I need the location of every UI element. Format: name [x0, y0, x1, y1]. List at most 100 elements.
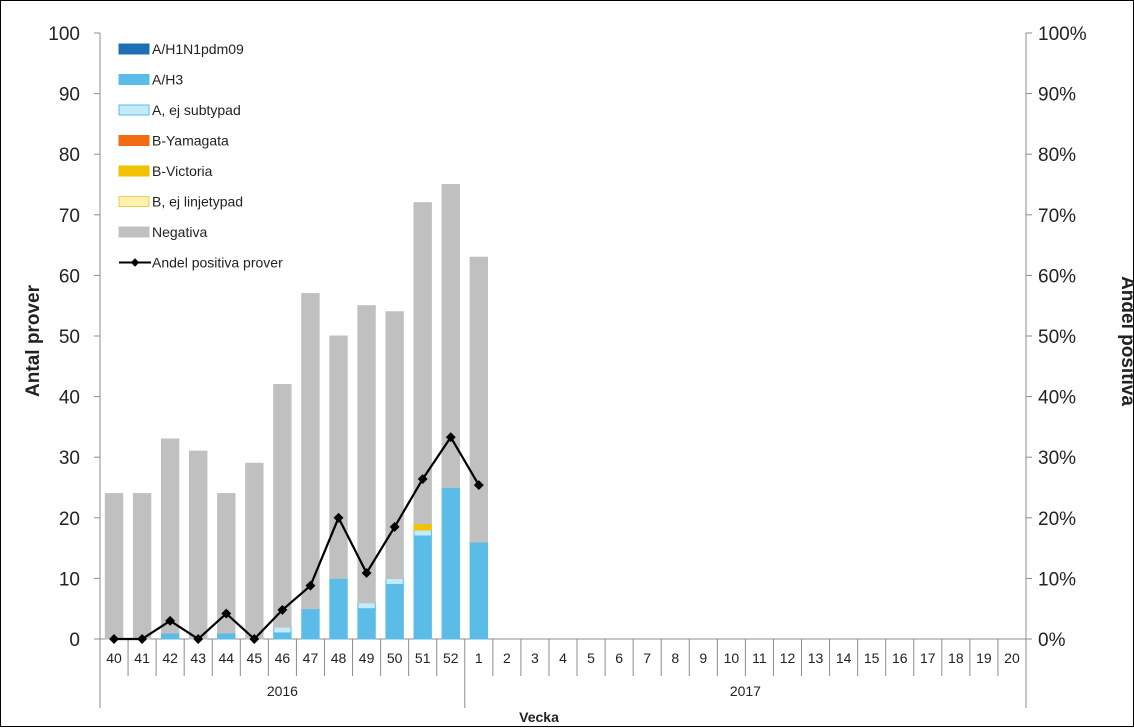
- y-tick-label: 50: [59, 327, 80, 348]
- bar-negativa: [132, 493, 152, 640]
- bar-a-h3: [469, 541, 489, 640]
- bar-a-ej-subtypad: [357, 602, 376, 610]
- bar-negativa: [104, 493, 124, 640]
- bar-a-h3: [329, 577, 348, 640]
- x-tick-label: 4: [559, 650, 567, 666]
- y2-tick-label: 60%: [1038, 266, 1076, 287]
- x-tick-label: 7: [643, 650, 651, 666]
- bar-negativa: [189, 450, 208, 640]
- legend-swatch-a-ej-subtypad: [118, 104, 150, 116]
- y-tick-label: 10: [59, 569, 80, 590]
- y2-tick-label: 90%: [1038, 85, 1076, 106]
- bar-negativa: [301, 293, 320, 610]
- x-tick-label: 48: [331, 650, 347, 666]
- legend-label: B, ej linjetypad: [152, 194, 243, 210]
- positive-share-line: [109, 432, 484, 644]
- line-point: [305, 580, 316, 591]
- x-tick-label: 11: [752, 650, 767, 666]
- legend-label: A/H3: [152, 72, 183, 88]
- line-point: [193, 634, 204, 644]
- legend-swatch-b-ej-linjetypad: [118, 196, 150, 207]
- y2-tick-label: 80%: [1038, 145, 1076, 166]
- bar-negativa: [245, 462, 264, 640]
- bar-negativa: [441, 184, 460, 488]
- legend: A/H1N1pdm09 A/H3 A, ej subtypad B-Yamagata B…: [118, 41, 283, 271]
- line-point: [333, 512, 344, 523]
- legend-swatch-b-victoria: [118, 165, 150, 177]
- legend-label: A, ej subtypad: [152, 102, 241, 118]
- line-point: [473, 480, 484, 491]
- bar-a-h3: [160, 632, 180, 640]
- x-tick-label: 45: [247, 650, 263, 666]
- legend-label: B-Victoria: [152, 163, 213, 179]
- x-tick-label: 43: [190, 650, 206, 666]
- y2-tick-label: 70%: [1038, 206, 1076, 227]
- y-axis-title: Antal prover: [23, 284, 44, 397]
- legend-swatch-b-yamagata: [118, 135, 150, 146]
- x-tick-label: 5: [587, 650, 595, 666]
- x-tick-label: 12: [780, 650, 796, 666]
- axes: 0 10 20 30 40 50 60 70 80 90 100 0% 10% 20% 30% 40% 50% 6…: [48, 24, 1087, 708]
- y2-tick-label: 0%: [1038, 630, 1066, 651]
- x-tick-label: 15: [864, 650, 880, 666]
- bar-a-h3: [217, 632, 236, 640]
- y2-tick-label: 40%: [1038, 388, 1076, 409]
- x-tick-label: 44: [218, 650, 234, 666]
- bar-negativa: [469, 256, 489, 543]
- x-axis-title: Vecka: [519, 709, 559, 725]
- bar-a-ej-subtypad: [385, 577, 404, 585]
- x-tick-label: 1: [475, 650, 483, 666]
- legend-swatch-a-h3: [118, 74, 150, 85]
- x-tick-label: 47: [303, 650, 319, 666]
- x-tick-label: 2: [503, 650, 511, 666]
- legend-label: Negativa: [152, 224, 207, 240]
- y-tick-label: 40: [59, 388, 80, 409]
- x-tick-label: 40: [106, 650, 122, 666]
- bar-negativa: [385, 311, 404, 579]
- bar-b-victoria: [413, 523, 432, 531]
- y2-axis-title: Andel positiva: [1117, 276, 1134, 406]
- x-tick-label: 19: [976, 650, 992, 666]
- bar-negativa: [413, 202, 432, 525]
- y-tick-label: 100: [48, 24, 80, 45]
- bar-a-h3: [357, 608, 376, 640]
- legend-swatch-a-h1n1pdm09: [118, 43, 150, 55]
- year-label: 2016: [267, 683, 298, 699]
- year-label: 2017: [730, 683, 761, 699]
- y-tick-label: 90: [59, 85, 80, 106]
- y-tick-label: 60: [59, 266, 80, 287]
- x-tick-label: 6: [615, 650, 623, 666]
- x-tick-label: 9: [699, 650, 707, 666]
- y2-tick-label: 100%: [1038, 24, 1087, 45]
- legend-label: B-Yamagata: [152, 133, 229, 149]
- line-point: [137, 634, 148, 644]
- line-point: [221, 608, 232, 619]
- bar-a-ej-subtypad: [273, 626, 292, 634]
- bar-negativa: [329, 335, 348, 579]
- y2-tick-label: 10%: [1038, 569, 1076, 590]
- x-tick-label: 17: [920, 650, 936, 666]
- y-tick-label: 30: [59, 448, 80, 469]
- x-tick-label: 46: [275, 650, 291, 666]
- line-point: [165, 615, 176, 626]
- line-point: [249, 634, 260, 644]
- bar-negativa: [273, 383, 292, 628]
- x-tick-label: 20: [1004, 650, 1020, 666]
- bar-a-h3: [301, 608, 320, 640]
- x-tick-label: 49: [359, 650, 375, 666]
- x-tick-label: 18: [948, 650, 964, 666]
- x-tick-label: 52: [443, 650, 459, 666]
- line-point: [277, 604, 288, 615]
- x-tick-label: 51: [415, 650, 431, 666]
- bar-negativa: [217, 493, 236, 634]
- y-tick-label: 20: [59, 509, 80, 530]
- x-tick-label: 3: [531, 650, 539, 666]
- line-point: [109, 634, 119, 644]
- line-point: [361, 567, 372, 578]
- line-point: [389, 521, 400, 532]
- x-tick-label: 10: [724, 650, 740, 666]
- legend-swatch-negativa: [118, 226, 150, 238]
- x-tick-label: 14: [836, 650, 852, 666]
